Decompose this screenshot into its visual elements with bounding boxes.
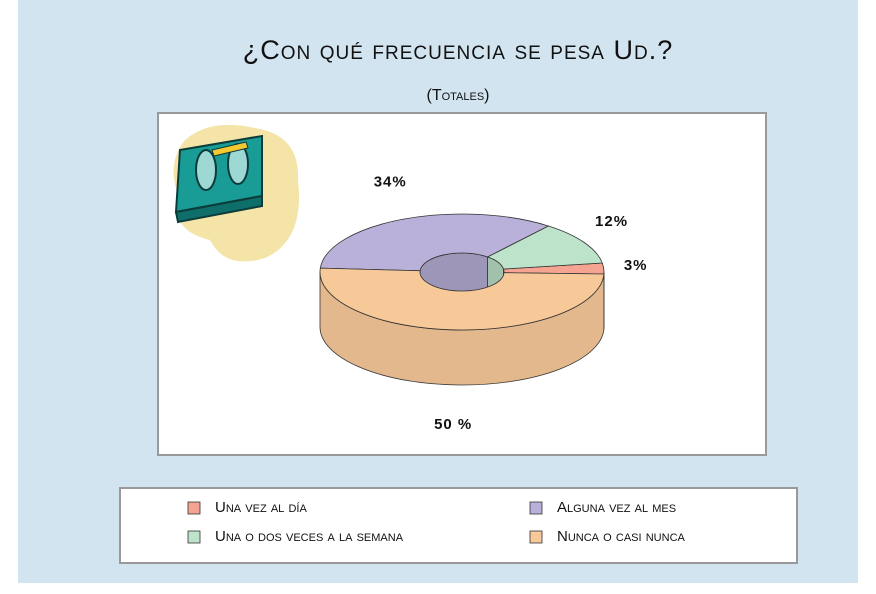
legend-swatch bbox=[530, 502, 542, 514]
legend-swatch bbox=[188, 531, 200, 543]
chart-subtitle: (Totales) bbox=[426, 87, 489, 104]
data-label: 50 % bbox=[434, 416, 472, 433]
legend-label: Una vez al día bbox=[215, 499, 307, 516]
data-label: 34% bbox=[374, 174, 407, 191]
chart: ¿Con qué frecuencia se pesa Ud.? (Totale… bbox=[0, 0, 876, 594]
legend-swatch bbox=[188, 502, 200, 514]
legend-label: Una o dos veces a la semana bbox=[215, 528, 404, 545]
data-label: 3% bbox=[624, 257, 648, 274]
data-label: 12% bbox=[595, 213, 628, 230]
legend-label: Alguna vez al mes bbox=[557, 499, 676, 516]
legend-swatch bbox=[530, 531, 542, 543]
legend-label: Nunca o casi nunca bbox=[557, 528, 686, 545]
chart-title: ¿Con qué frecuencia se pesa Ud.? bbox=[243, 35, 673, 65]
